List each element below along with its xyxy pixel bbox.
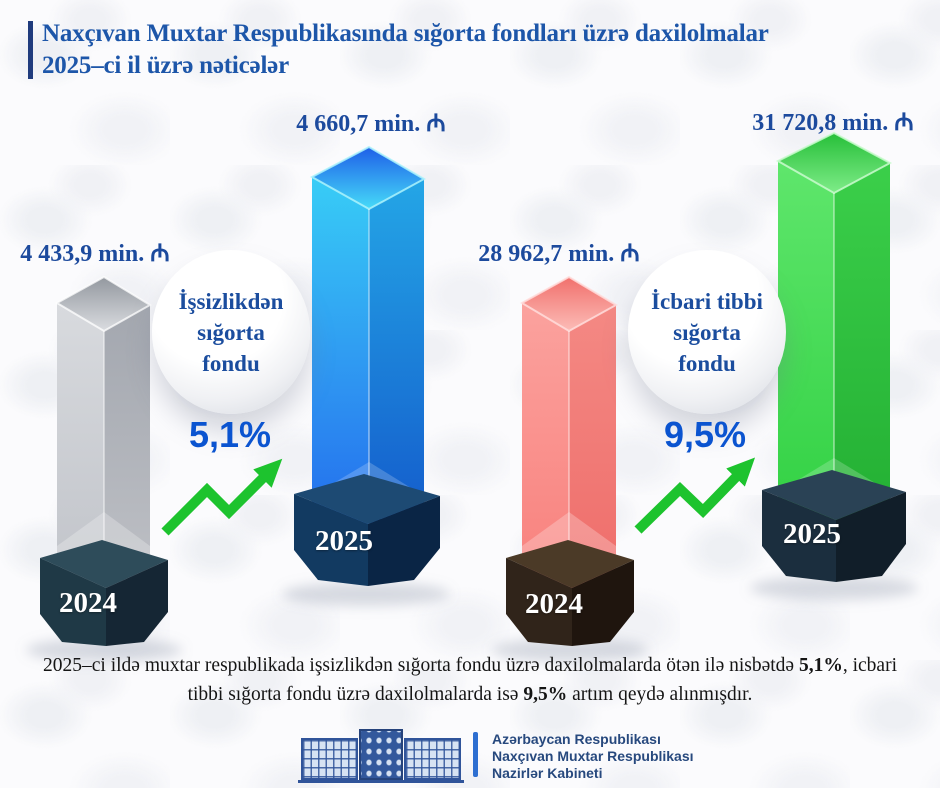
- summary-percent2: 9,5%: [523, 683, 568, 705]
- footer-org-line2: Naxçıvan Muxtar Respublikası: [492, 748, 694, 764]
- bar-top-face: [54, 275, 152, 333]
- summary-part1: 2025–ci ildə muxtar respublikada işsizli…: [43, 655, 799, 676]
- pedestal-side: [368, 496, 440, 586]
- bar-top-face: [519, 275, 619, 333]
- bar-right-face: [369, 179, 424, 560]
- summary-percent1: 5,1%: [798, 655, 843, 676]
- fund-label-medical: İcbari tibbi sığorta fondu: [651, 288, 763, 376]
- bar-front-face: [522, 303, 569, 610]
- pedestal-2024-unemployment: [40, 540, 168, 646]
- building-right-wing: [404, 738, 461, 780]
- building-left-wing: [301, 738, 358, 780]
- shadow: [26, 638, 182, 662]
- page-title: Naxçıvan Muxtar Respublikasında sığorta …: [42, 18, 769, 82]
- pedestal-top: [762, 470, 906, 520]
- pedestal-side: [836, 492, 906, 582]
- bar-right-face: [104, 305, 150, 610]
- summary-part3: artım qeydə alınmışdır.: [567, 683, 753, 705]
- fund-circle-unemployment: İşsizlikdən sığorta fondu: [152, 250, 310, 414]
- pedestal-top: [506, 540, 634, 588]
- title-block: Naxçıvan Muxtar Respublikasında sığorta …: [28, 18, 769, 82]
- value-2025-unemployment: 4 660,7 min. ₼: [296, 111, 446, 137]
- pedestal-top: [40, 540, 168, 588]
- footer-org-line1: Azərbaycan Respublikası: [492, 731, 661, 747]
- pedestal-2025-unemployment: [294, 474, 440, 586]
- pedestal-2024-medical: [506, 540, 634, 646]
- building-center-tower: [359, 729, 403, 780]
- pedestal-top: [294, 474, 440, 524]
- bar-front-face: [57, 303, 104, 610]
- summary-part2: , icbari tibbi sığorta fondu üzrə daxilo…: [187, 655, 897, 705]
- growth-percent-unemployment: 5,1%: [188, 414, 272, 455]
- shadow: [492, 638, 648, 662]
- growth-arrow-unemployment: [161, 458, 283, 536]
- building-base: [298, 780, 464, 783]
- footer-org-line3: Nazirlər Kabineti: [492, 765, 603, 781]
- year-label-2025-medical: 2025: [783, 518, 841, 550]
- shadow: [750, 576, 918, 600]
- value-2025-medical: 31 720,8 min. ₼: [752, 110, 914, 136]
- pedestal-front: [506, 558, 572, 646]
- footer-divider: [473, 732, 478, 777]
- shadow: [282, 582, 450, 606]
- fund-circle-medical: İcbari tibbi sığorta fondu: [628, 250, 786, 414]
- pedestal-side: [572, 560, 634, 646]
- year-label-2024-unemployment: 2024: [59, 587, 117, 619]
- value-2024-medical: 28 962,7 min. ₼: [478, 241, 640, 267]
- year-label-2024-medical: 2024: [525, 588, 583, 620]
- pedestal-front: [294, 494, 368, 586]
- pedestal-front: [40, 558, 106, 646]
- year-label-2025-unemployment: 2025: [315, 525, 373, 557]
- bar-right-face: [834, 163, 890, 556]
- pedestal-side: [106, 560, 168, 646]
- value-2024-unemployment: 4 433,9 min. ₼: [20, 241, 170, 267]
- growth-percent-medical: 9,5%: [663, 414, 747, 455]
- growth-arrow-medical: [634, 457, 756, 534]
- pedestal-front: [762, 490, 836, 582]
- page-title-line1: Naxçıvan Muxtar Respublikasında sığorta …: [42, 20, 769, 47]
- bar-front-face: [312, 177, 369, 560]
- bar-front-face: [778, 161, 834, 556]
- bar-right-face: [569, 305, 616, 610]
- footer-organization: Azərbaycan Respublikası Naxçıvan Muxtar …: [492, 731, 694, 782]
- government-building-icon: [298, 729, 464, 783]
- summary-text: 2025–ci ildə muxtar respublikada işsizli…: [40, 652, 900, 709]
- page-title-line2: 2025–ci il üzrə nəticələr: [42, 52, 289, 79]
- bar-top-face: [309, 145, 427, 211]
- pedestal-2025-medical: [762, 470, 906, 582]
- bar-top-face: [775, 131, 893, 195]
- title-accent-bar: [28, 21, 33, 79]
- fund-label-unemployment: İşsizlikdən sığorta fondu: [178, 288, 284, 376]
